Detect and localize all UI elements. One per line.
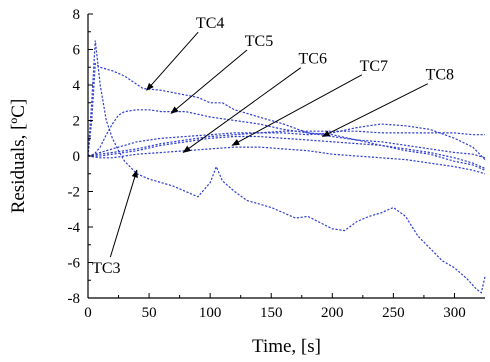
- y-tick-label: 4: [73, 78, 81, 94]
- series-line-tc6: [87, 146, 486, 175]
- series-line-tc7: [88, 135, 486, 169]
- annotation-tc6: TC6: [299, 51, 327, 68]
- annotation-tc5: TC5: [245, 33, 273, 50]
- annotation-tc3: TC3: [92, 260, 120, 277]
- x-tick-label: 0: [84, 305, 92, 321]
- y-tick-label: -4: [68, 220, 81, 236]
- series-line-7: [87, 130, 485, 157]
- x-tick-label: 150: [260, 305, 283, 321]
- y-tick-label: 0: [73, 149, 81, 165]
- annotation-tc8: TC8: [426, 67, 454, 84]
- series-line-tc4: [87, 62, 486, 171]
- series-line-tc8: [87, 123, 486, 161]
- annotation-arrow-tc5: [170, 49, 248, 114]
- annotation-layer: TC3 TC4 TC5 TC6 TC7 TC8: [92, 15, 454, 277]
- x-tick-label: 300: [443, 305, 466, 321]
- annotation-tc7: TC7: [360, 58, 388, 75]
- annotation-arrow-tc7: [231, 74, 363, 146]
- annotation-arrow-tc8: [321, 83, 429, 137]
- annotation-arrow-tc6: [182, 67, 302, 153]
- x-tick-label: 50: [142, 305, 157, 321]
- annotation-arrow-tc4: [146, 31, 199, 91]
- x-axis-label: Time, [s]: [252, 336, 321, 357]
- x-tick-label: 100: [199, 305, 222, 321]
- y-tick-label: -2: [68, 185, 81, 201]
- y-tick-label: -6: [68, 256, 81, 272]
- series-line-tc3: [87, 40, 486, 294]
- y-axis-label: Residuals, [ºC]: [8, 99, 29, 214]
- x-tick-label: 200: [321, 305, 344, 321]
- series-line-tc5: [87, 109, 486, 159]
- annotation-tc4: TC4: [196, 15, 224, 32]
- y-tick-label: 8: [73, 7, 81, 23]
- series-layer: [87, 40, 486, 294]
- x-tick-label: 250: [382, 305, 405, 321]
- y-tick-label: 2: [73, 114, 81, 130]
- y-tick-label: 6: [73, 43, 81, 59]
- annotation-arrow-tc3: [109, 169, 138, 258]
- y-tick-label: -8: [68, 291, 81, 307]
